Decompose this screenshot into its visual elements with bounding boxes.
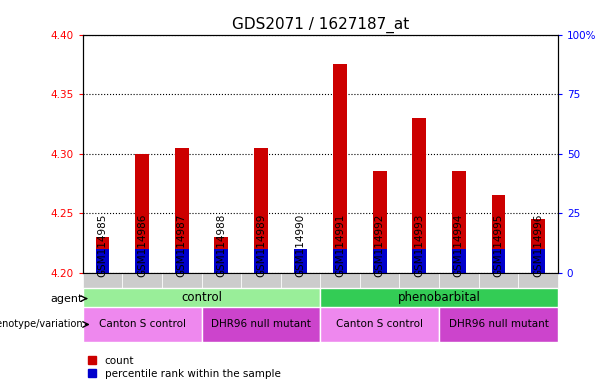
Text: GSM114987: GSM114987: [177, 214, 187, 277]
Text: DHR96 null mutant: DHR96 null mutant: [211, 319, 311, 329]
Text: GSM114994: GSM114994: [454, 214, 464, 277]
Text: genotype/variation: genotype/variation: [0, 319, 83, 329]
Text: Canton S control: Canton S control: [99, 319, 186, 329]
Bar: [215, 237, 228, 273]
Text: Canton S control: Canton S control: [336, 319, 423, 329]
Bar: [162, 273, 202, 288]
Bar: [321, 273, 360, 288]
Bar: [123, 273, 162, 288]
Bar: [202, 307, 321, 342]
Text: GSM114996: GSM114996: [533, 214, 543, 277]
Bar: [373, 249, 387, 273]
Text: GSM114985: GSM114985: [97, 214, 107, 277]
Bar: [135, 154, 149, 273]
Bar: [360, 273, 400, 288]
Bar: [531, 219, 545, 273]
Bar: [202, 273, 241, 288]
Bar: [321, 288, 558, 307]
Bar: [400, 273, 439, 288]
Bar: [452, 172, 466, 273]
Bar: [479, 273, 518, 288]
Text: control: control: [181, 291, 222, 304]
Bar: [241, 273, 281, 288]
Bar: [439, 273, 479, 288]
Bar: [83, 307, 202, 342]
Bar: [373, 172, 387, 273]
Bar: [492, 195, 505, 273]
Bar: [333, 65, 347, 273]
Bar: [96, 249, 110, 273]
Bar: [254, 148, 268, 273]
Bar: [83, 288, 321, 307]
Bar: [254, 249, 268, 273]
Text: GSM114988: GSM114988: [216, 214, 226, 277]
Text: GSM114990: GSM114990: [295, 214, 305, 277]
Bar: [531, 249, 545, 273]
Bar: [294, 249, 308, 273]
Bar: [321, 307, 439, 342]
Bar: [439, 307, 558, 342]
Bar: [294, 255, 308, 273]
Bar: [215, 249, 228, 273]
Bar: [281, 273, 321, 288]
Bar: [96, 237, 110, 273]
Text: GSM114989: GSM114989: [256, 214, 266, 277]
Text: GSM114992: GSM114992: [375, 214, 385, 277]
Text: GSM114993: GSM114993: [414, 214, 424, 277]
Bar: [492, 249, 505, 273]
Bar: [83, 273, 123, 288]
Bar: [135, 249, 149, 273]
Bar: [413, 118, 426, 273]
Text: phenobarbital: phenobarbital: [398, 291, 481, 304]
Bar: [175, 148, 189, 273]
Text: DHR96 null mutant: DHR96 null mutant: [449, 319, 549, 329]
Bar: [333, 249, 347, 273]
Bar: [452, 249, 466, 273]
Bar: [518, 273, 558, 288]
Bar: [175, 249, 189, 273]
Text: GSM114986: GSM114986: [137, 214, 147, 277]
Text: GSM114995: GSM114995: [493, 214, 503, 277]
Title: GDS2071 / 1627187_at: GDS2071 / 1627187_at: [232, 17, 409, 33]
Legend: count, percentile rank within the sample: count, percentile rank within the sample: [88, 356, 281, 379]
Bar: [413, 249, 426, 273]
Text: agent: agent: [50, 293, 83, 304]
Text: GSM114991: GSM114991: [335, 214, 345, 277]
